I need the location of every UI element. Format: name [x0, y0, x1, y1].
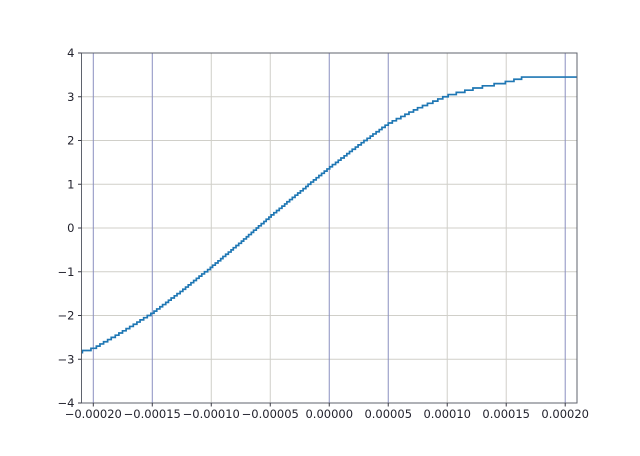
grid-vertical	[92, 53, 566, 403]
x-axis-ticks	[92, 403, 566, 407]
x-tick-label: −0.00005	[242, 407, 299, 421]
series-line	[81, 76, 577, 354]
x-tick-label: −0.00020	[65, 407, 122, 421]
x-tick-label: 0.00000	[305, 407, 353, 421]
y-axis-labels: −4 −3 −2 −1 0 1 2 3 4	[58, 46, 75, 410]
y-tick-label: 3	[67, 90, 74, 104]
x-tick-label: 0.00020	[541, 407, 589, 421]
y-tick-label: 1	[67, 177, 74, 191]
y-tick-label: −4	[58, 396, 75, 410]
y-tick-label: 4	[67, 46, 74, 60]
x-tick-label: −0.00010	[183, 407, 240, 421]
y-tick-label: 0	[67, 221, 74, 235]
x-tick-label: 0.00005	[364, 407, 412, 421]
x-axis-labels: −0.00020 −0.00015 −0.00010 −0.00005 0.00000 0…	[65, 407, 589, 421]
y-tick-label: −1	[58, 265, 75, 279]
y-tick-label: −3	[58, 352, 75, 366]
data-line-quantized-response	[81, 76, 577, 354]
x-tick-label: 0.00015	[482, 407, 530, 421]
y-axis-ticks	[78, 52, 82, 404]
x-tick-label: −0.00015	[124, 407, 181, 421]
y-tick-label: −2	[58, 309, 75, 323]
x-tick-label: 0.00010	[423, 407, 471, 421]
y-tick-label: 2	[67, 134, 74, 148]
